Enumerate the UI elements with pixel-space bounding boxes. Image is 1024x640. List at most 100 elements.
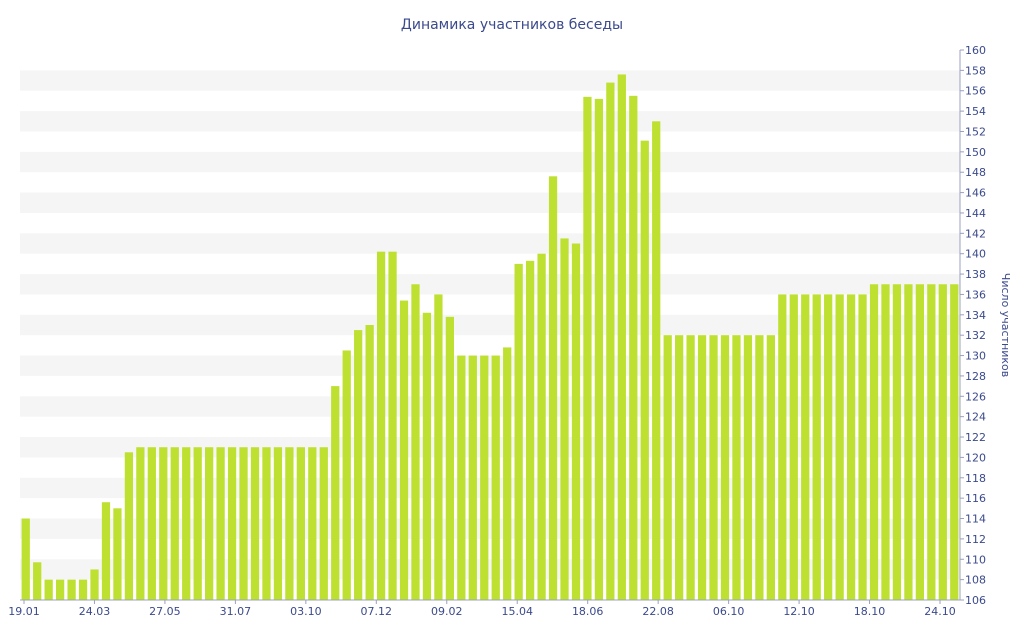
y-tick-label: 156: [965, 85, 986, 98]
bar: [904, 284, 913, 600]
grid-band: [20, 274, 960, 295]
x-tick-label: 24.03: [79, 605, 111, 618]
bar: [709, 335, 718, 600]
bar: [239, 447, 248, 600]
bar: [399, 300, 409, 600]
bar: [617, 74, 626, 600]
bar: [652, 121, 661, 601]
x-tick-label: 18.06: [572, 605, 604, 618]
bar: [892, 284, 902, 600]
bar: [537, 253, 546, 600]
bar: [205, 447, 214, 600]
y-tick-label: 138: [965, 268, 986, 281]
bar: [33, 562, 42, 600]
y-tick-label: 146: [965, 187, 986, 200]
y-tick-label: 148: [965, 166, 986, 179]
bar: [354, 330, 363, 600]
bar: [675, 335, 684, 600]
bar: [434, 294, 443, 600]
bar: [56, 579, 65, 600]
bar: [663, 335, 672, 600]
bar: [743, 335, 753, 600]
bar: [835, 294, 844, 600]
grid-band: [20, 151, 960, 173]
y-tick-label: 118: [965, 472, 986, 485]
bar: [583, 96, 592, 600]
bar: [365, 325, 374, 600]
bar: [468, 355, 477, 600]
y-tick-label: 154: [965, 105, 986, 118]
y-tick-label: 108: [965, 574, 986, 587]
x-tick-label: 07.12: [361, 605, 393, 618]
bar: [78, 579, 88, 600]
x-tick-label: 18.10: [854, 605, 886, 618]
bar: [296, 447, 305, 600]
bar: [422, 312, 432, 600]
y-tick-label: 140: [965, 248, 986, 261]
bar: [67, 579, 76, 600]
bar: [732, 335, 741, 600]
bar: [170, 447, 179, 600]
bar: [571, 243, 581, 600]
bar: [90, 569, 99, 600]
bar: [869, 284, 879, 600]
x-tick-label: 03.10: [290, 605, 322, 618]
grid-band: [20, 233, 960, 254]
bar: [915, 284, 924, 600]
y-tick-label: 158: [965, 64, 986, 77]
bar: [113, 508, 122, 600]
y-axis-label: Число участников: [999, 273, 1012, 377]
bar: [720, 335, 730, 600]
grid-band: [20, 111, 960, 132]
y-tick-label: 152: [965, 125, 986, 138]
y-tick-label: 122: [965, 431, 986, 444]
grid-band: [20, 70, 960, 91]
bar: [548, 176, 558, 601]
x-tick-label: 06.10: [713, 605, 745, 618]
bar: [331, 386, 340, 600]
bar: [44, 579, 53, 600]
bar-series: [21, 74, 959, 601]
x-tick-label: 15.04: [501, 605, 533, 618]
bar: [526, 260, 535, 600]
bar: [846, 294, 856, 600]
bar: [376, 251, 386, 601]
bar: [457, 355, 466, 600]
y-tick-label: 112: [965, 533, 986, 546]
y-tick-label: 114: [965, 513, 986, 526]
y-tick-label: 120: [965, 451, 986, 464]
y-tick-label: 136: [965, 288, 986, 301]
bar: [560, 238, 569, 600]
bar: [159, 447, 168, 600]
y-tick-label: 130: [965, 350, 986, 363]
grid-bands: [20, 70, 960, 580]
bar: [136, 447, 145, 600]
bar: [812, 294, 821, 600]
bar: [938, 284, 947, 600]
bar: [445, 316, 454, 600]
bar: [778, 294, 787, 600]
bar: [124, 452, 134, 600]
y-tick-label: 124: [965, 411, 986, 424]
bar: [606, 82, 615, 601]
bar: [273, 447, 283, 600]
bar: [801, 294, 810, 600]
bar: [824, 294, 833, 600]
y-tick-label: 132: [965, 329, 986, 342]
bar: [697, 335, 707, 600]
bar: [308, 447, 317, 600]
bar: [193, 447, 202, 600]
bar: [881, 284, 890, 600]
bar: [250, 447, 260, 600]
bar: [101, 502, 111, 600]
x-tick-label: 31.07: [220, 605, 252, 618]
grid-band: [20, 192, 960, 213]
bar: [491, 355, 500, 600]
y-tick-label: 128: [965, 370, 986, 383]
bar: [147, 447, 156, 600]
bar: [514, 263, 523, 600]
bar: [950, 284, 959, 600]
x-tick-label: 19.01: [8, 605, 40, 618]
bar: [858, 294, 867, 600]
bar: [388, 251, 397, 601]
